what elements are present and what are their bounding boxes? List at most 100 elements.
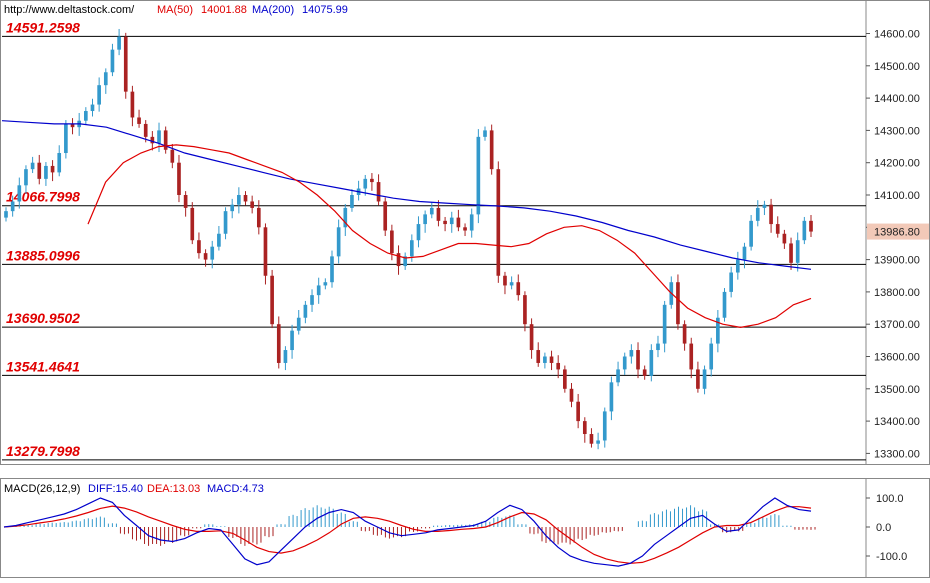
ma200-label: MA(200): [252, 4, 294, 16]
candle-body: [749, 220, 753, 247]
candle-body: [157, 130, 161, 144]
macd-legend-0: DIFF:15.40: [88, 483, 143, 495]
ma50-label: MA(50): [157, 4, 193, 16]
candle-body: [636, 350, 640, 370]
candle-body: [782, 233, 787, 244]
candle-body: [729, 272, 733, 292]
macd-tick-label: 100.0: [876, 493, 904, 505]
candle-body: [676, 282, 680, 325]
candle-body: [310, 295, 314, 305]
level-label: 14591.2598: [6, 19, 80, 35]
candle-body: [576, 401, 580, 422]
candle-body: [263, 227, 268, 276]
candle-body: [276, 324, 281, 363]
candle-body: [64, 123, 68, 154]
candle-body: [563, 369, 567, 389]
candle-body: [769, 204, 773, 225]
price-tick-label: 13300.00: [874, 448, 920, 460]
candle-body: [4, 211, 8, 218]
candle-body: [716, 317, 720, 344]
header-url: http://www.deltastock.com/: [4, 4, 135, 16]
macd-tick-label: 0.0: [876, 522, 891, 534]
candle-body: [150, 136, 155, 144]
macd-dea-line: [3, 505, 812, 564]
candle-body: [556, 362, 561, 370]
candle-body: [795, 240, 800, 263]
price-tick-label: 13700.00: [874, 319, 920, 331]
candle-body: [423, 214, 427, 225]
candle-body: [696, 369, 700, 389]
price-tick-label: 14100.00: [874, 190, 920, 202]
candle-body: [90, 104, 95, 112]
candle-body: [316, 285, 321, 296]
candle-body: [662, 304, 667, 344]
current-price-label: 13986.80: [874, 227, 920, 239]
candle-body: [483, 130, 487, 137]
ma50-line: [87, 144, 812, 329]
candle-body: [303, 304, 308, 318]
candle-body: [735, 259, 740, 273]
candle-body: [223, 211, 228, 234]
price-tick-label: 13600.00: [874, 352, 920, 364]
macd-diff-line: [3, 497, 812, 567]
level-label: 13885.0996: [6, 247, 80, 263]
candle-body: [290, 330, 294, 351]
candle-body: [429, 207, 434, 215]
candle-body: [37, 162, 42, 179]
candle-body: [616, 369, 620, 383]
candle-body: [103, 72, 108, 86]
candle-body: [110, 49, 115, 73]
candle-body: [503, 275, 507, 286]
candle-body: [177, 162, 181, 195]
candle-body: [762, 204, 767, 208]
candle-body: [642, 369, 647, 376]
candle-body: [602, 411, 607, 441]
candle-body: [97, 85, 101, 105]
candle-body: [609, 382, 614, 412]
level-label: 13279.7998: [6, 443, 80, 459]
candle-body: [702, 369, 707, 389]
candle-body: [722, 291, 727, 318]
price-tick-label: 14600.00: [874, 29, 920, 41]
candle-body: [203, 253, 208, 260]
candle-body: [403, 256, 408, 267]
candle-body: [775, 224, 780, 234]
ma50-value: 14001.88: [201, 4, 247, 16]
candle-body: [57, 153, 62, 173]
price-tick-label: 13500.00: [874, 384, 920, 396]
candle-body: [436, 207, 441, 221]
candle-body: [270, 275, 274, 325]
candle-body: [243, 195, 248, 202]
candle-body: [536, 350, 541, 363]
candle-body: [183, 195, 188, 208]
candle-body: [283, 350, 288, 363]
candle-body: [463, 227, 467, 231]
candle-body: [383, 201, 388, 231]
candle-body: [689, 343, 694, 370]
candle-body: [516, 282, 521, 296]
candle-body: [396, 253, 401, 267]
candle-body: [469, 214, 474, 231]
candle-body: [656, 343, 660, 351]
candle-body: [256, 207, 261, 228]
candle-body: [250, 201, 254, 208]
price-tick-label: 14400.00: [874, 93, 920, 105]
ma200-value: 14075.99: [302, 4, 348, 16]
price-tick-label: 13400.00: [874, 416, 920, 428]
ma200-line: [1, 120, 812, 270]
candle-body: [84, 111, 88, 121]
candle-body: [230, 204, 235, 212]
level-label: 14066.7998: [6, 189, 80, 205]
candle-body: [24, 169, 28, 186]
candle-body: [217, 233, 221, 247]
candle-body: [509, 282, 514, 286]
candle-body: [496, 169, 501, 276]
candle-body: [682, 324, 687, 344]
candle-body: [350, 195, 354, 208]
candle-body: [190, 207, 195, 241]
candle-body: [529, 324, 534, 351]
candle-body: [197, 240, 201, 254]
price-tick-label: 14200.00: [874, 158, 920, 170]
candle-body: [170, 149, 175, 163]
